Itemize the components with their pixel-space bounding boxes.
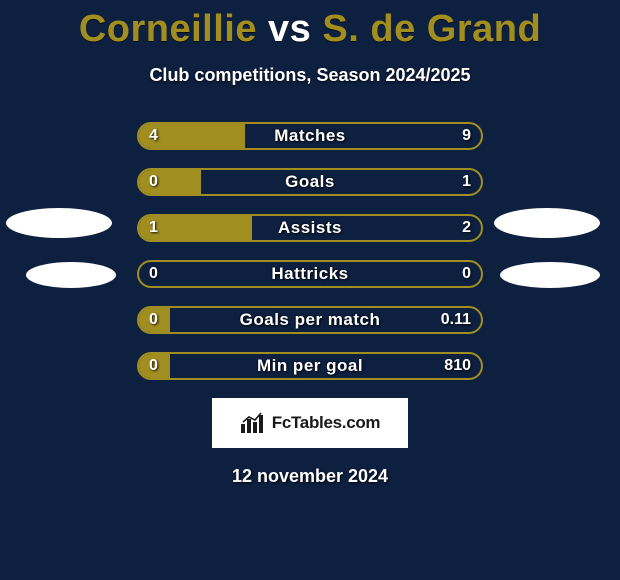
stat-label: Goals per match: [139, 308, 481, 332]
stat-value-right: 0: [462, 262, 471, 286]
comparison-title: Corneillie vs S. de Grand: [0, 0, 620, 51]
stat-row: 4Matches9: [137, 122, 483, 150]
stat-row: 1Assists2: [137, 214, 483, 242]
stat-value-right: 810: [444, 354, 471, 378]
stat-row: 0Goals1: [137, 168, 483, 196]
player2-name: S. de Grand: [322, 8, 541, 50]
stat-row: 0Hattricks0: [137, 260, 483, 288]
avatar-oval: [26, 262, 116, 288]
stat-label: Hattricks: [139, 262, 481, 286]
avatar-oval: [500, 262, 600, 288]
stat-value-right: 1: [462, 170, 471, 194]
date-text: 12 november 2024: [0, 466, 620, 487]
chart-icon: [240, 412, 266, 434]
stat-row: 0Goals per match0.11: [137, 306, 483, 334]
avatar-oval: [494, 208, 600, 238]
stat-label: Matches: [139, 124, 481, 148]
stat-row: 0Min per goal810: [137, 352, 483, 380]
stats-chart: 4Matches90Goals11Assists20Hattricks00Goa…: [137, 122, 483, 380]
stat-label: Assists: [139, 216, 481, 240]
subtitle: Club competitions, Season 2024/2025: [0, 65, 620, 86]
stat-label: Min per goal: [139, 354, 481, 378]
fctables-logo: FcTables.com: [212, 398, 408, 448]
stat-value-right: 9: [462, 124, 471, 148]
stat-value-right: 0.11: [441, 308, 471, 332]
logo-text: FcTables.com: [272, 413, 381, 433]
stat-label: Goals: [139, 170, 481, 194]
vs-text: vs: [268, 8, 311, 50]
stat-value-right: 2: [462, 216, 471, 240]
avatar-oval: [6, 208, 112, 238]
player1-name: Corneillie: [79, 8, 257, 50]
